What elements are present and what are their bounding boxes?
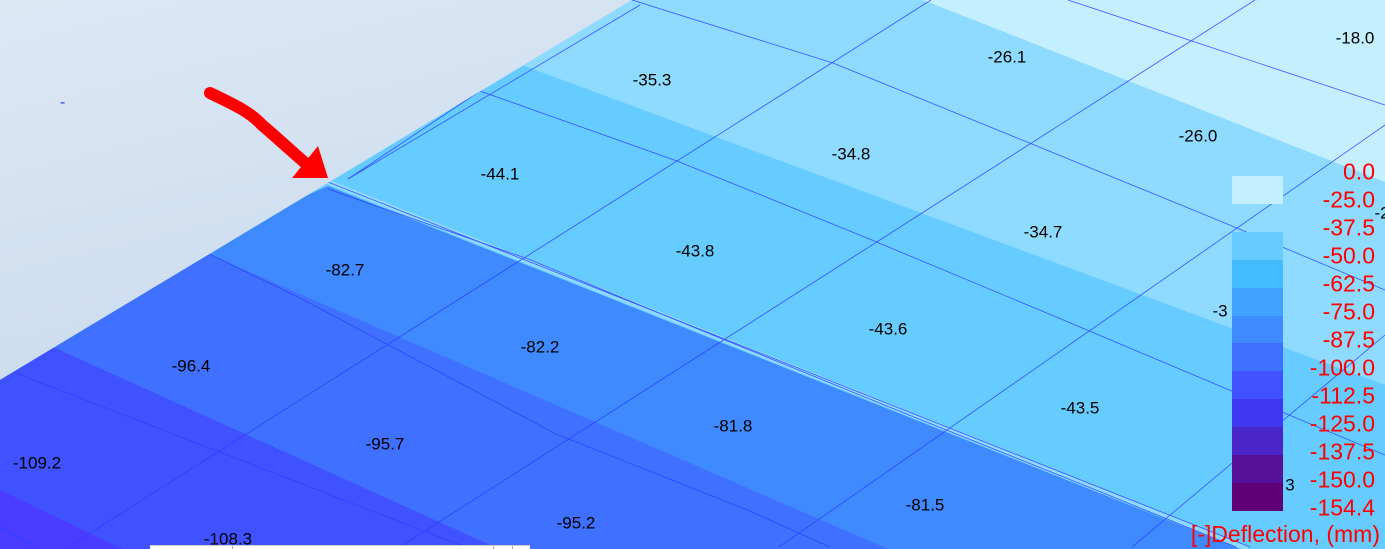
legend-swatch — [1232, 316, 1283, 343]
band-100-112 — [0, 323, 499, 549]
band-25-37 — [347, 0, 1385, 385]
node-value-label: -81.5 — [905, 495, 945, 515]
node-value-label: -109.2 — [12, 453, 62, 473]
legend-label: -25.0 — [1322, 186, 1375, 213]
node-value-label: -43.8 — [675, 241, 715, 261]
legend-label: -125.0 — [1309, 410, 1375, 437]
legend-label: -154.4 — [1309, 494, 1375, 521]
legend-swatch — [1232, 483, 1283, 511]
legend-title: [-]Deflection, (mm) — [1190, 521, 1380, 547]
legend-label: -112.5 — [1311, 382, 1375, 409]
node-value-label: -95.2 — [556, 513, 596, 533]
node-value-label: -108.3 — [203, 529, 253, 549]
node-value-label: -43.5 — [1060, 398, 1100, 418]
node-value-label: -2 — [1374, 203, 1385, 223]
legend-label: -150.0 — [1309, 466, 1375, 493]
band-0-25 — [923, 0, 1385, 182]
separator — [512, 546, 513, 549]
legend-label: -50.0 — [1322, 242, 1375, 269]
node-value-label: -82.7 — [325, 260, 365, 280]
legend-label: -37.5 — [1322, 214, 1375, 241]
legend-swatch — [1232, 176, 1283, 204]
node-value-label: -3 — [1212, 301, 1228, 321]
band-112-125 — [0, 490, 122, 549]
red-arrow-icon — [204, 87, 322, 178]
legend-swatch — [1232, 399, 1283, 427]
node-value-label: -44.1 — [480, 164, 520, 184]
marker-text: - — [60, 94, 66, 111]
node-value-label: -82.2 — [520, 337, 560, 357]
node-value-label: -35.3 — [632, 70, 672, 90]
node-value-label: -96.4 — [171, 356, 211, 376]
legend-swatch — [1232, 232, 1283, 260]
legend-label: 0.0 — [1343, 158, 1375, 185]
bottom-panel[interactable] — [150, 545, 530, 549]
node-value-label: -43.6 — [868, 319, 908, 339]
node-value-label: -26.0 — [1178, 126, 1218, 146]
legend-swatch — [1232, 343, 1283, 371]
separator — [493, 546, 494, 549]
legend-label: -137.5 — [1309, 438, 1375, 465]
legend-label: -100.0 — [1309, 354, 1375, 381]
node-value-label: 3 — [1285, 475, 1295, 495]
legend-label: -87.5 — [1322, 326, 1375, 353]
node-value-label: -18.0 — [1335, 28, 1375, 48]
node-value-label: -81.8 — [713, 416, 753, 436]
legend-swatch — [1232, 288, 1283, 316]
legend-label: -75.0 — [1322, 298, 1375, 325]
legend-swatch — [1232, 371, 1283, 399]
legend-label: -62.5 — [1322, 270, 1375, 297]
node-value-label: -26.1 — [987, 47, 1027, 67]
node-value-label: -95.7 — [365, 434, 405, 454]
legend-swatch — [1232, 260, 1283, 288]
legend-swatch — [1232, 455, 1283, 483]
red-arrow-head-icon — [292, 146, 328, 178]
node-value-label: -34.7 — [1023, 222, 1063, 242]
separator — [232, 546, 233, 549]
node-value-label: -34.8 — [831, 144, 871, 164]
legend-swatch — [1232, 427, 1283, 455]
